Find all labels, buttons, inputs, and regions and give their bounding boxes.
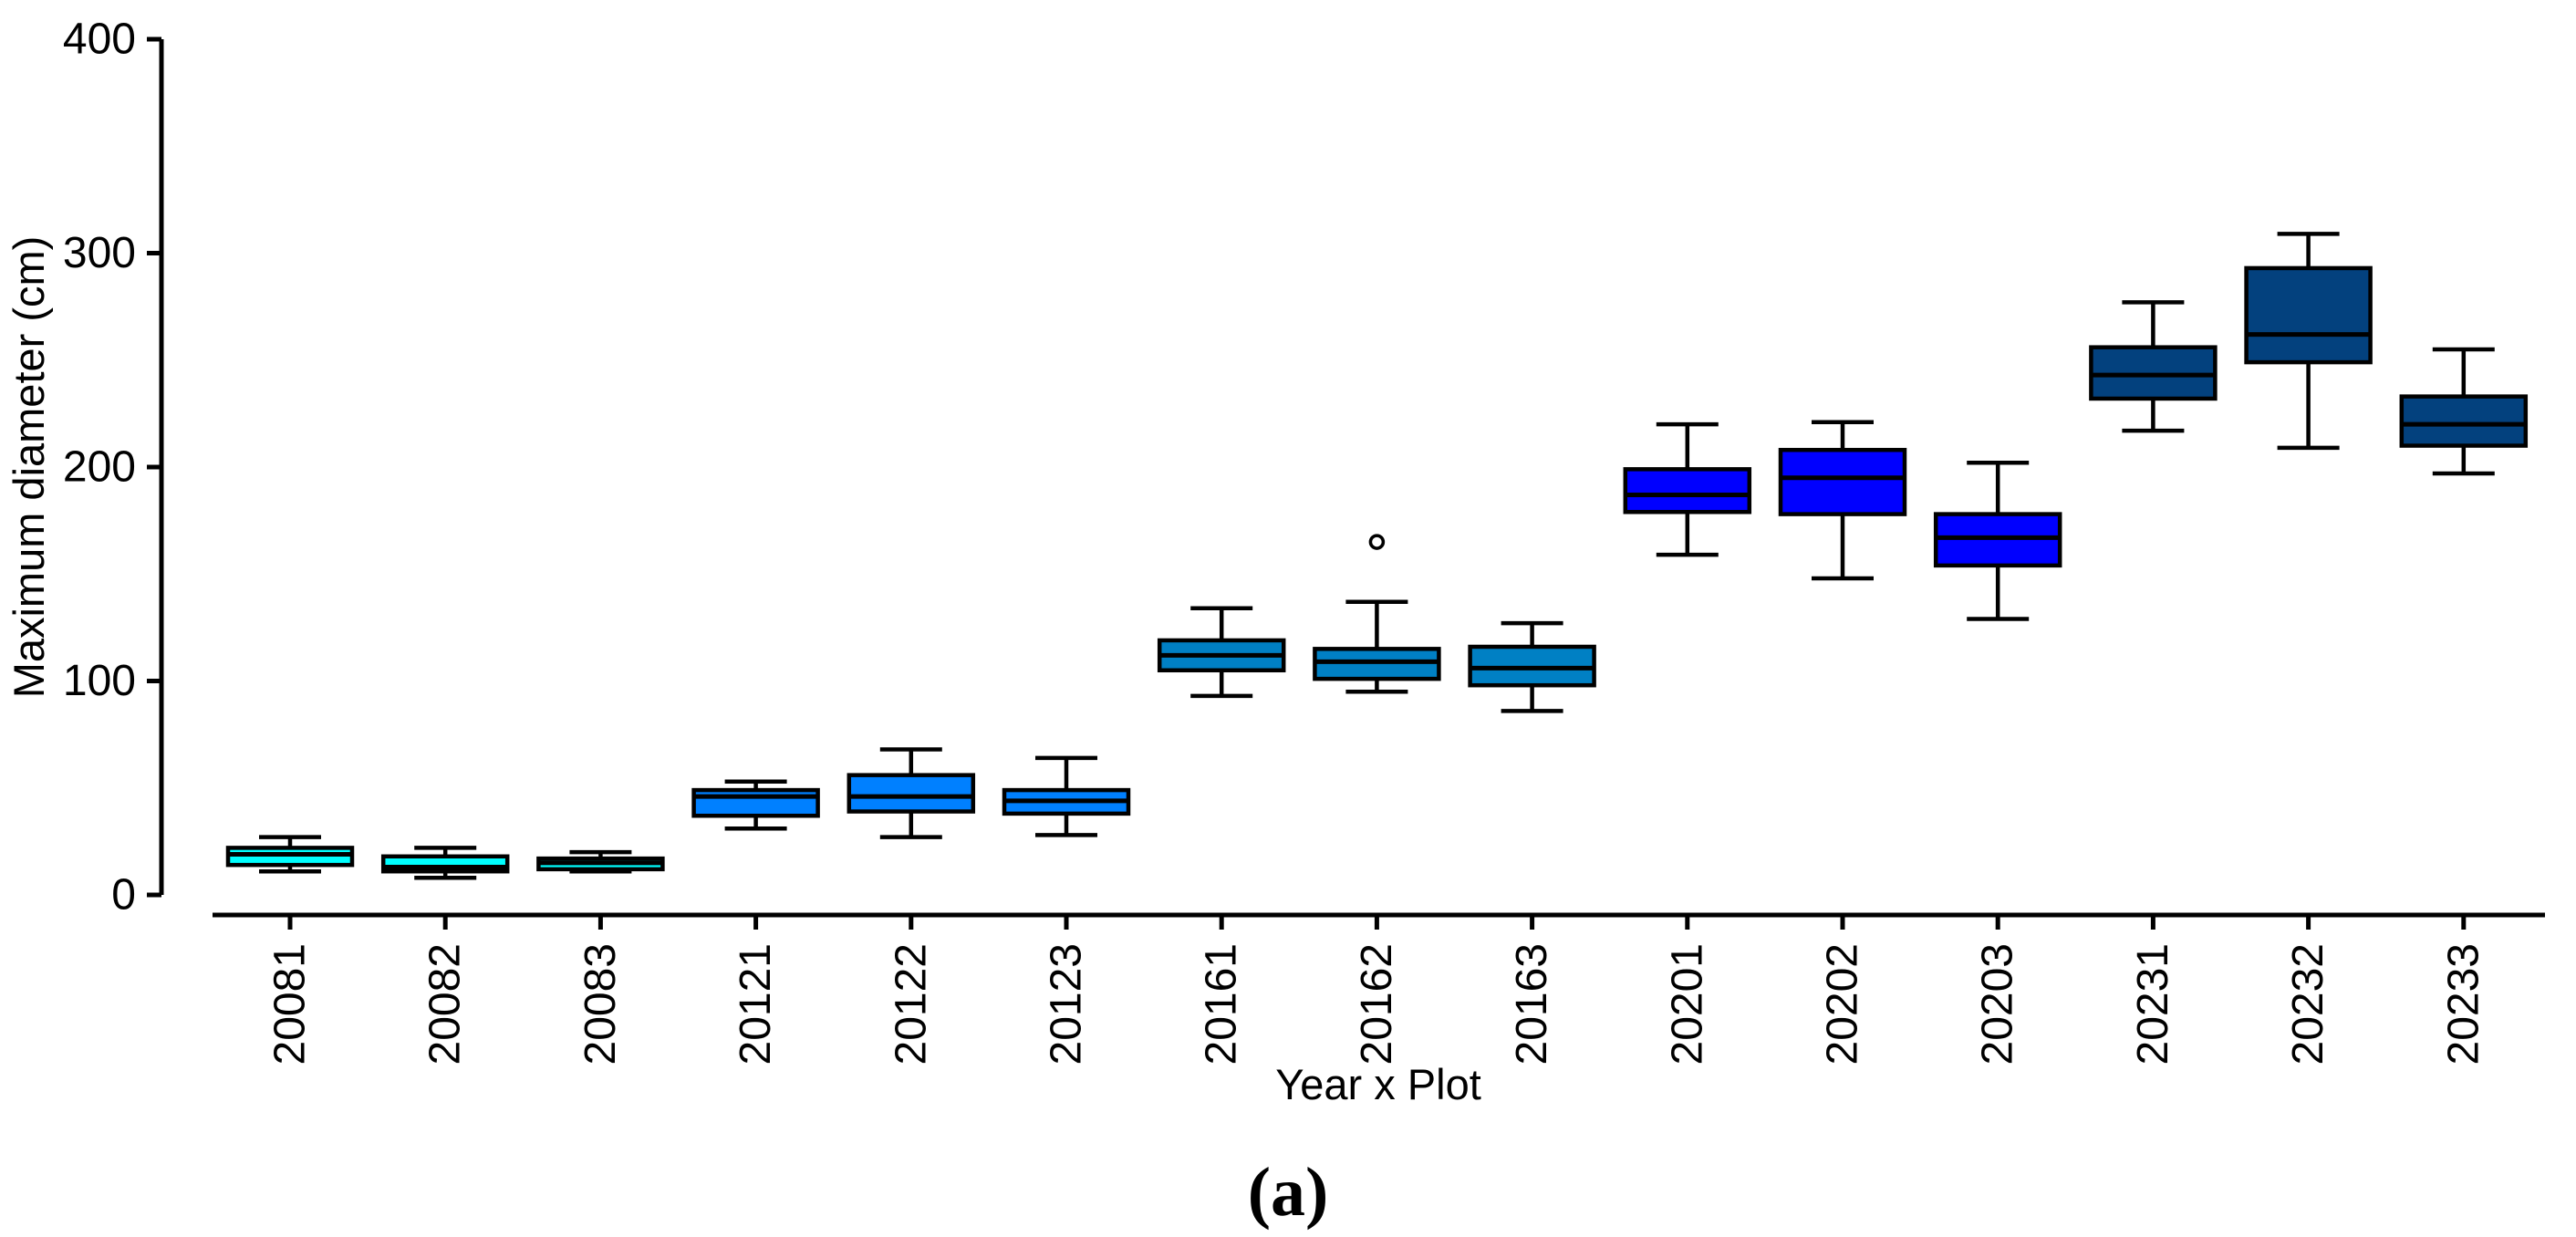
y-axis-title: Maximum diameter (cm)	[5, 236, 53, 699]
x-tick-label-20081: 20081	[266, 943, 315, 1065]
x-tick-label-20233: 20233	[2439, 943, 2488, 1065]
box-20232	[2244, 265, 2373, 365]
x-tick-label-20163: 20163	[1508, 943, 1556, 1065]
x-tick-label-20082: 20082	[421, 943, 470, 1065]
panel-caption: (a)	[1248, 1154, 1329, 1231]
x-tick-label-20083: 20083	[576, 943, 625, 1065]
box-20122	[847, 773, 976, 814]
box-20201	[1623, 467, 1752, 515]
x-tick-label-20202: 20202	[1819, 943, 1867, 1065]
x-tick-label-20231: 20231	[2129, 943, 2177, 1065]
x-tick-label-20201: 20201	[1663, 943, 1711, 1065]
x-tick-label-20162: 20162	[1353, 943, 1401, 1065]
plot-area: 0 100 200 300 400 20081 20082 20083 20121 20122 20…	[63, 16, 2545, 1065]
box-20233	[2399, 394, 2529, 448]
x-tick-label-20232: 20232	[2284, 943, 2332, 1065]
x-tick-label-20122: 20122	[887, 943, 935, 1065]
box-20121	[691, 787, 820, 818]
outlier-20162-0	[1368, 534, 1386, 550]
y-tick-label-300: 300	[63, 229, 136, 277]
y-tick-label-200: 200	[63, 443, 136, 492]
y-tick-label-100: 100	[63, 657, 136, 705]
y-tick-label-400: 400	[63, 16, 136, 64]
x-axis-title: Year x Plot	[1275, 1060, 1481, 1108]
x-tick-label-20161: 20161	[1198, 943, 1246, 1065]
x-tick-label-20121: 20121	[732, 943, 780, 1065]
x-tick-label-20203: 20203	[1974, 943, 2022, 1065]
y-tick-label-0: 0	[111, 871, 136, 920]
box-20202	[1778, 447, 1907, 516]
x-tick-label-20123: 20123	[1043, 943, 1091, 1065]
